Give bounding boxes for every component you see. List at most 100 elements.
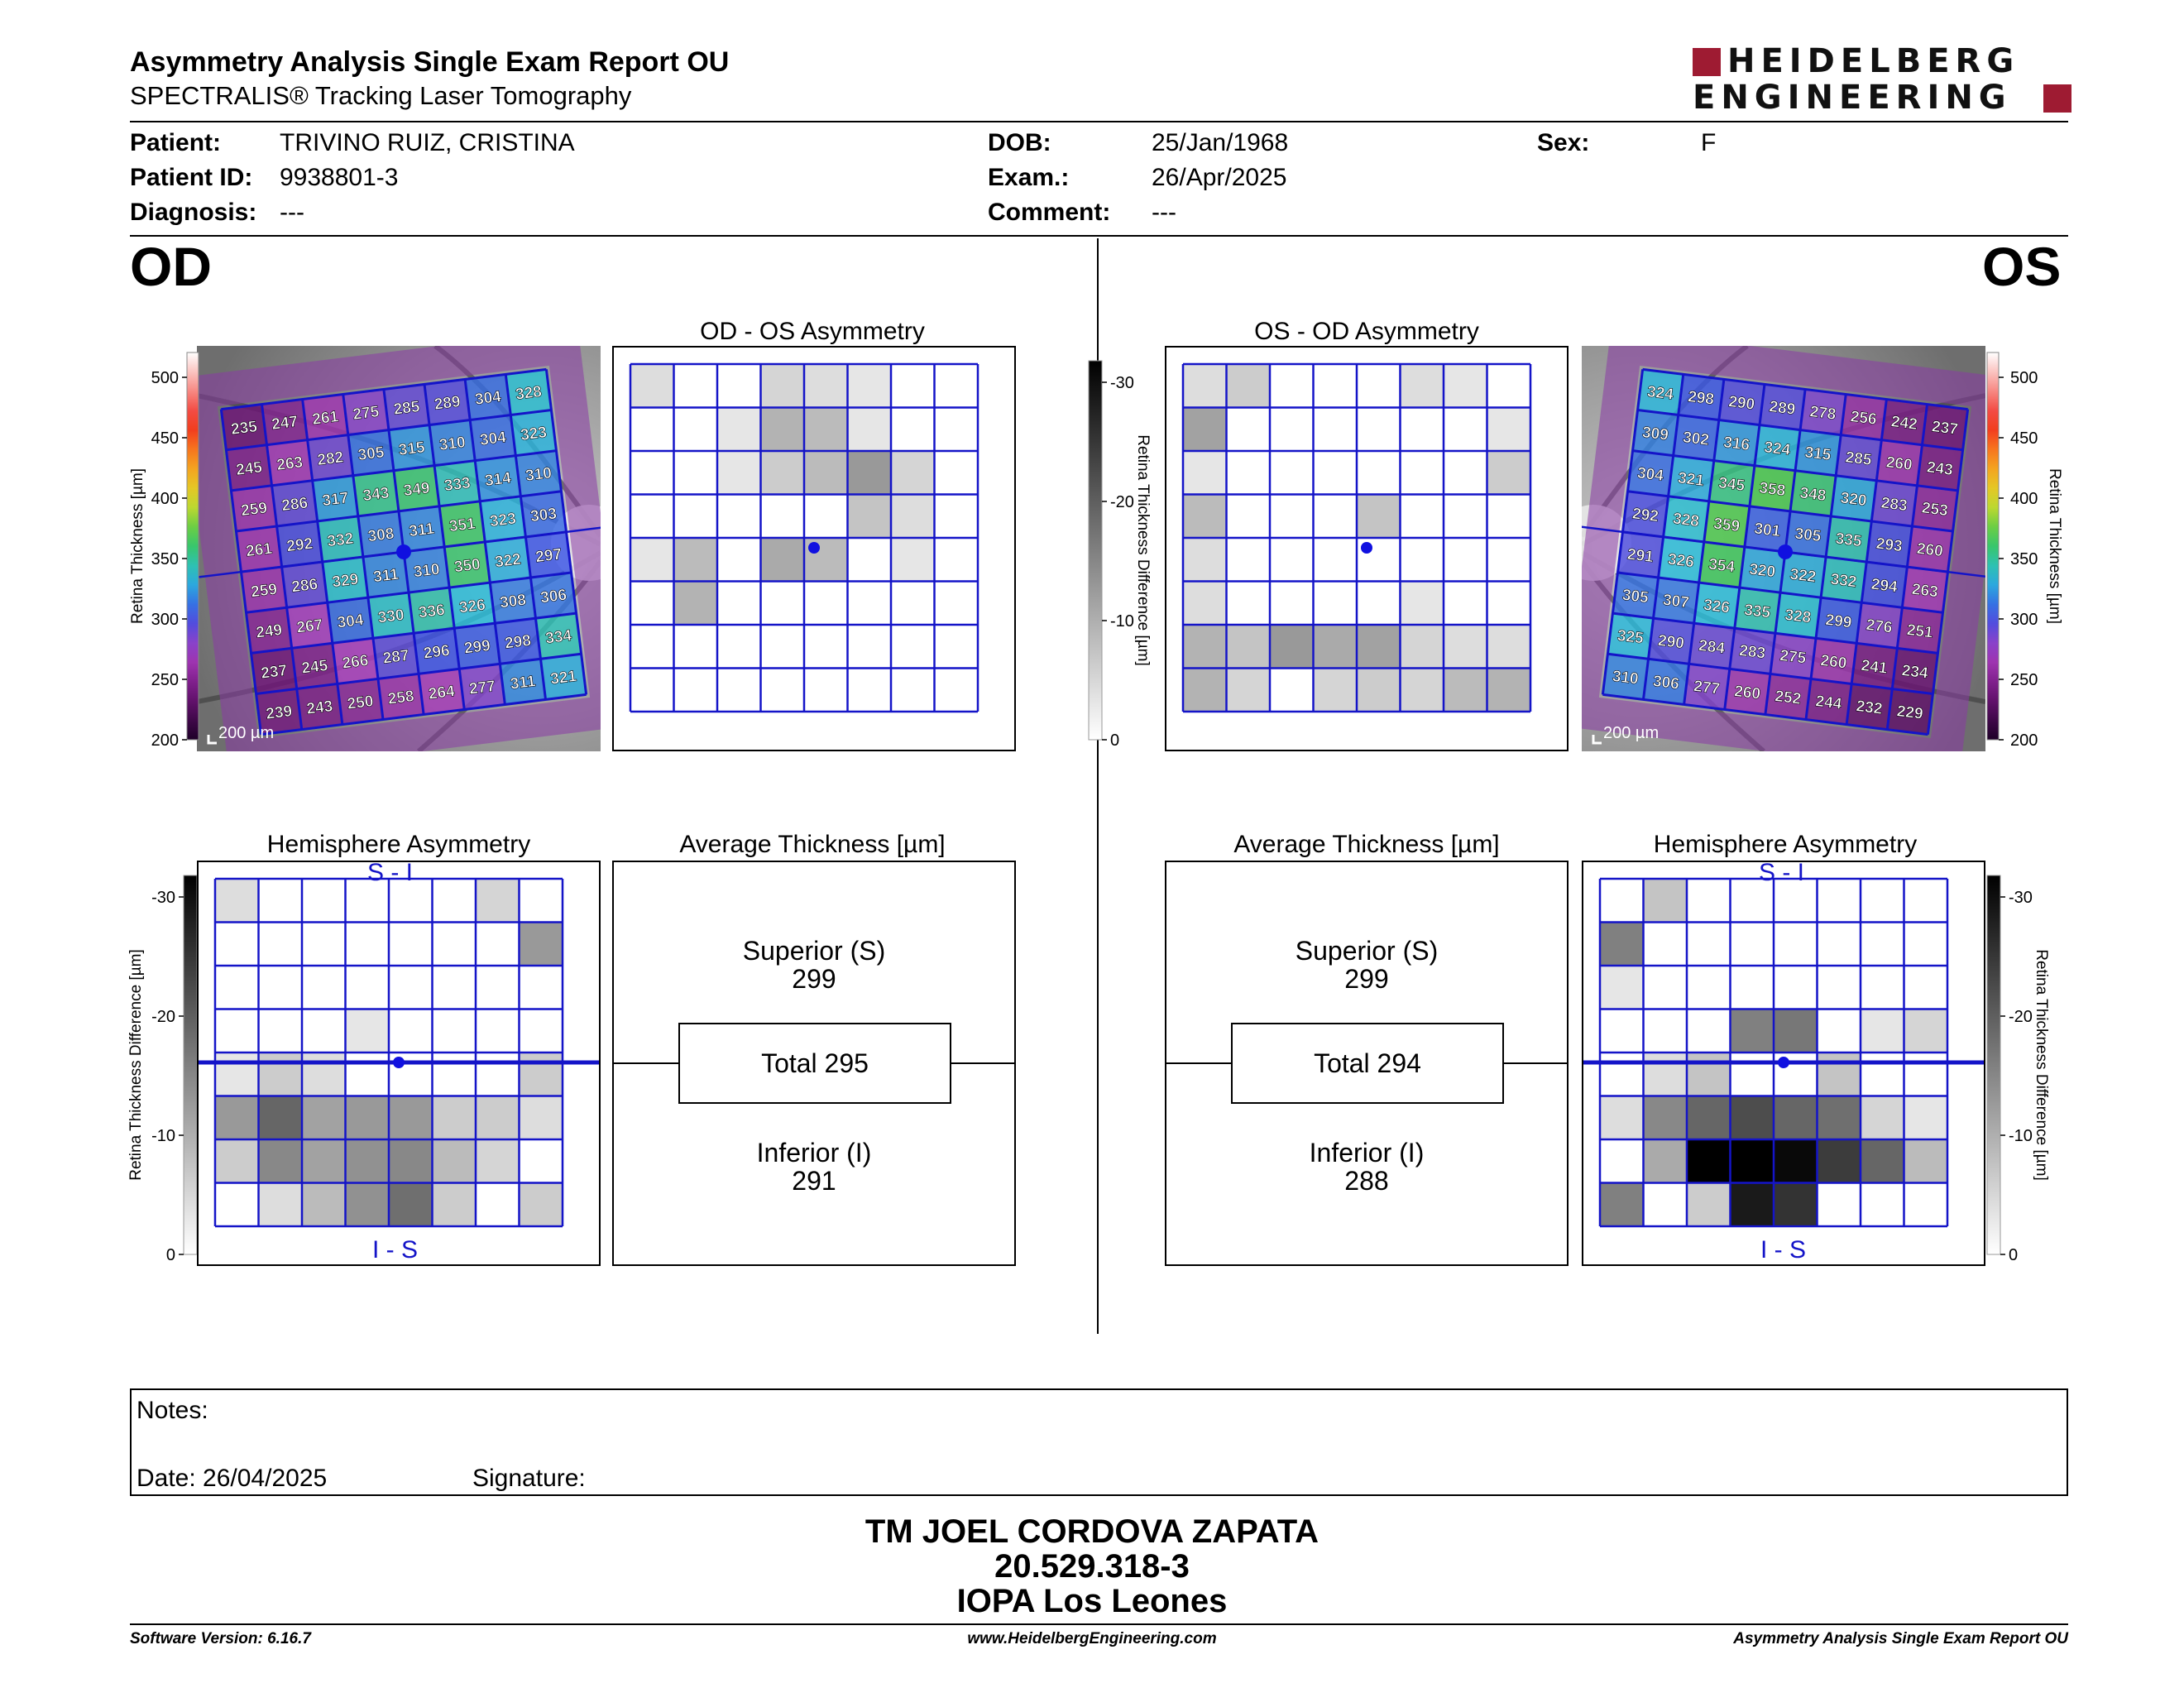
os-hemi-cell (1904, 922, 1947, 966)
os-thickness-cell (1811, 638, 1857, 684)
os-thickness-cell (1607, 613, 1654, 659)
od-thickness-cell (271, 480, 318, 526)
od-thickness-value: 332 (326, 530, 354, 551)
od-thickness-value: 261 (311, 408, 339, 429)
od-hemi-cell (345, 879, 389, 923)
od-hemi-scale-difference-bar (183, 875, 198, 1255)
os-hemi-cell (1861, 1053, 1904, 1096)
od-thickness-value: 311 (408, 520, 435, 541)
os-inferior-label: Inferior (I) (1309, 1138, 1425, 1168)
os-thickness-value: 301 (1753, 520, 1781, 541)
od-hemi-cell (215, 922, 259, 966)
os-thick-scale-thickness-bar (1986, 352, 2000, 741)
os-asym-cell (1183, 364, 1227, 408)
od-thickness-value: 304 (337, 611, 365, 632)
od-thickness-value: 239 (265, 703, 293, 723)
od-thickness-cell (281, 562, 328, 608)
od-hemi-cell (389, 1009, 433, 1053)
os-thickness-value: 305 (1621, 587, 1650, 607)
od-thickness-cell (236, 525, 282, 573)
od-thickness-cell (276, 520, 323, 568)
os-thickness-cell (1907, 525, 1953, 573)
center-diff-scale-tick-label: -20 (1110, 493, 1134, 511)
od-hemi-cell (389, 922, 433, 966)
os-thickness-cell (1622, 491, 1669, 537)
os-thickness-cell (1831, 475, 1877, 521)
os-asym-cell (1270, 494, 1314, 538)
od-thickness-cell (475, 455, 521, 501)
od-asym-cell (717, 668, 761, 712)
od-asym-cell (891, 581, 935, 625)
od-asym-cell (891, 407, 935, 451)
od-asym-cell (934, 451, 978, 495)
od-thickness-value: 249 (255, 621, 283, 642)
os-thickness-cell (1708, 460, 1755, 506)
os-asym-cell (1487, 494, 1530, 538)
od-thickness-value: 305 (357, 444, 386, 464)
os-hemi-cell (1643, 1139, 1687, 1183)
os-thickness-cell (1729, 628, 1775, 674)
os-asym-cell (1444, 407, 1487, 451)
os-thickness-value: 263 (1911, 581, 1939, 602)
od-asym-cell (891, 668, 935, 712)
os-thickness-cell (1892, 648, 1938, 694)
os-asymmetry-panel (1165, 346, 1569, 751)
od-thickness-cell (362, 552, 410, 598)
os-asym-cell (1226, 364, 1270, 408)
od-thickness-cell (419, 669, 465, 715)
os-thickness-value: 275 (1779, 647, 1807, 668)
od-hemi-cell (519, 966, 563, 1009)
os-hemi-cell (1687, 1009, 1731, 1053)
od-thickness-cell (444, 541, 491, 588)
od-hemi-cell (258, 879, 302, 923)
os-hemi-cell (1687, 1182, 1731, 1226)
os-thickness-value: 307 (1662, 592, 1690, 612)
os-thickness-value: 306 (1652, 673, 1680, 693)
od-thickness-value: 296 (423, 642, 451, 663)
os-asym-cell (1183, 538, 1227, 582)
os-asym-cell (1487, 668, 1530, 712)
os-thickness-cell (1836, 434, 1882, 481)
od-hemi-cell (432, 922, 476, 966)
os-thickness-value: 315 (1803, 444, 1832, 464)
od-hemi-scale-tick-label: -30 (151, 889, 175, 907)
os-asym-cell (1444, 451, 1487, 495)
os-asym-cells (1183, 364, 1530, 712)
os-thickness-cell (1795, 429, 1842, 476)
os-average-title: Average Thickness [µm] (1233, 831, 1500, 858)
od-hemisphere-panel (197, 861, 601, 1266)
os-thickness-value: 293 (1875, 535, 1904, 556)
od-asymmetry-panel (612, 346, 1016, 751)
od-asym-cell (804, 668, 848, 712)
od-asym-cell (804, 581, 848, 625)
os-hemi-cell (1904, 966, 1947, 1009)
od-thickness-cell (256, 688, 302, 735)
os-asym-cell (1444, 625, 1487, 669)
os-eye-label: OS (1982, 236, 2062, 297)
od-thickness-cell (332, 638, 378, 684)
os-asym-cell (1313, 668, 1357, 712)
od-thickness-cell (449, 583, 496, 629)
os-thickness-value: 251 (1906, 621, 1934, 642)
center-diff-scale-tick-label: -10 (1110, 612, 1134, 631)
od-hemi-cell (432, 879, 476, 923)
logo-line-1: HEIDELBERG (1727, 42, 2020, 80)
od-thick-scale-tick-label: 300 (151, 611, 179, 629)
od-average-panel: Superior (S) 299 Total 295 Inferior (I) … (612, 861, 1016, 1266)
comment-value: --- (1152, 199, 1176, 226)
od-hemi-cell (476, 1139, 520, 1183)
os-thickness-value: 345 (1717, 474, 1746, 495)
footer-report-name: Asymmetry Analysis Single Exam Report OU (1733, 1630, 2068, 1647)
od-thickness-cell (302, 394, 348, 440)
os-thickness-cell (1627, 450, 1674, 496)
os-hemi-cell (1730, 1182, 1774, 1226)
os-thickness-value: 298 (1687, 388, 1715, 409)
os-thickness-value: 253 (1921, 500, 1949, 520)
os-thickness-cell (1876, 439, 1923, 486)
os-total-box: Total 294 (1231, 1023, 1504, 1104)
os-hemi-cell (1817, 1182, 1861, 1226)
od-hemi-scale-axis-label: Retina Thickness Difference [µm] (127, 949, 145, 1181)
od-asym-cell (934, 581, 978, 625)
os-hemi-cell (1904, 1096, 1947, 1139)
exam-value: 26/Apr/2025 (1152, 164, 1287, 191)
